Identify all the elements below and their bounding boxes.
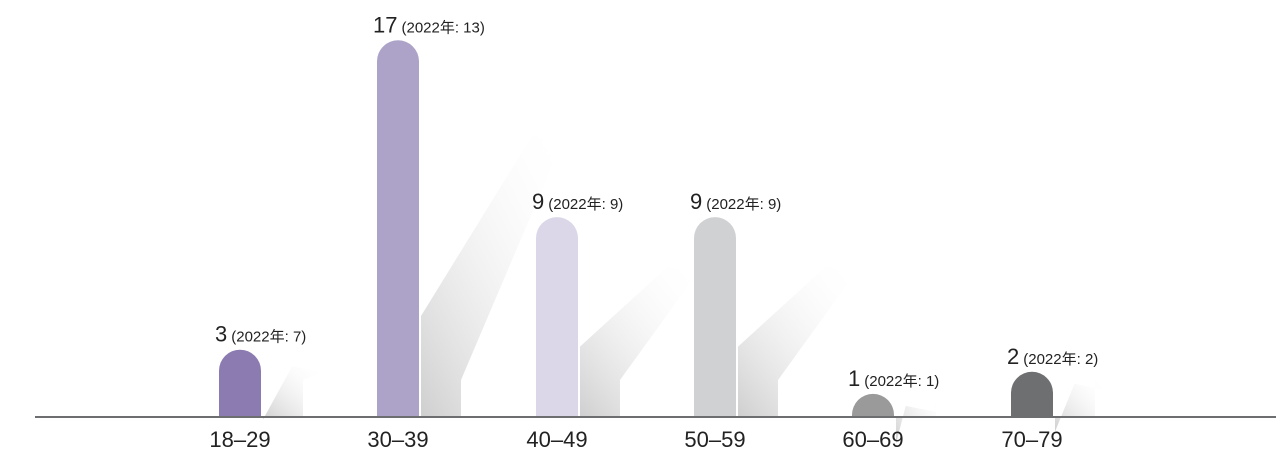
x-tick-label: 70–79 [1001,427,1062,452]
bar-shadow [263,366,323,420]
x-tick-label: 18–29 [209,427,270,452]
bar-shadow [580,266,698,416]
x-tick-label: 30–39 [367,427,428,452]
data-label: 9 (2022年: 9) [532,189,623,214]
bar-18–29 [219,349,261,416]
previous-year-label: (2022年: 9) [706,196,781,213]
bar-shadow [738,266,856,416]
previous-year-label: (2022年: 9) [548,196,623,213]
data-label: 17 (2022年: 13) [373,12,485,37]
data-label: 9 (2022年: 9) [690,189,781,214]
bar-60–69 [852,393,894,416]
value-label: 3 [215,322,227,347]
bar-70–79 [1011,371,1053,416]
bar-shadow [896,380,936,444]
value-label: 9 [690,189,702,214]
previous-year-label: (2022年: 7) [231,329,306,346]
bar-shadow [1055,380,1105,432]
value-label: 2 [1007,344,1019,369]
x-tick-label: 60–69 [842,427,903,452]
previous-year-label: (2022年: 1) [864,373,939,390]
bar-shadow [421,134,563,416]
value-label: 1 [848,366,860,391]
value-label: 17 [373,12,397,37]
previous-year-label: (2022年: 2) [1023,351,1098,368]
bar-40–49 [536,217,578,416]
bar-50–59 [694,217,736,416]
x-tick-label: 50–59 [684,427,745,452]
data-label: 1 (2022年: 1) [848,366,939,391]
bar-30–39 [377,40,419,417]
data-label: 2 (2022年: 2) [1007,344,1098,369]
previous-year-label: (2022年: 13) [401,19,484,36]
x-tick-label: 40–49 [526,427,587,452]
value-label: 9 [532,189,544,214]
data-label: 3 (2022年: 7) [215,322,306,347]
